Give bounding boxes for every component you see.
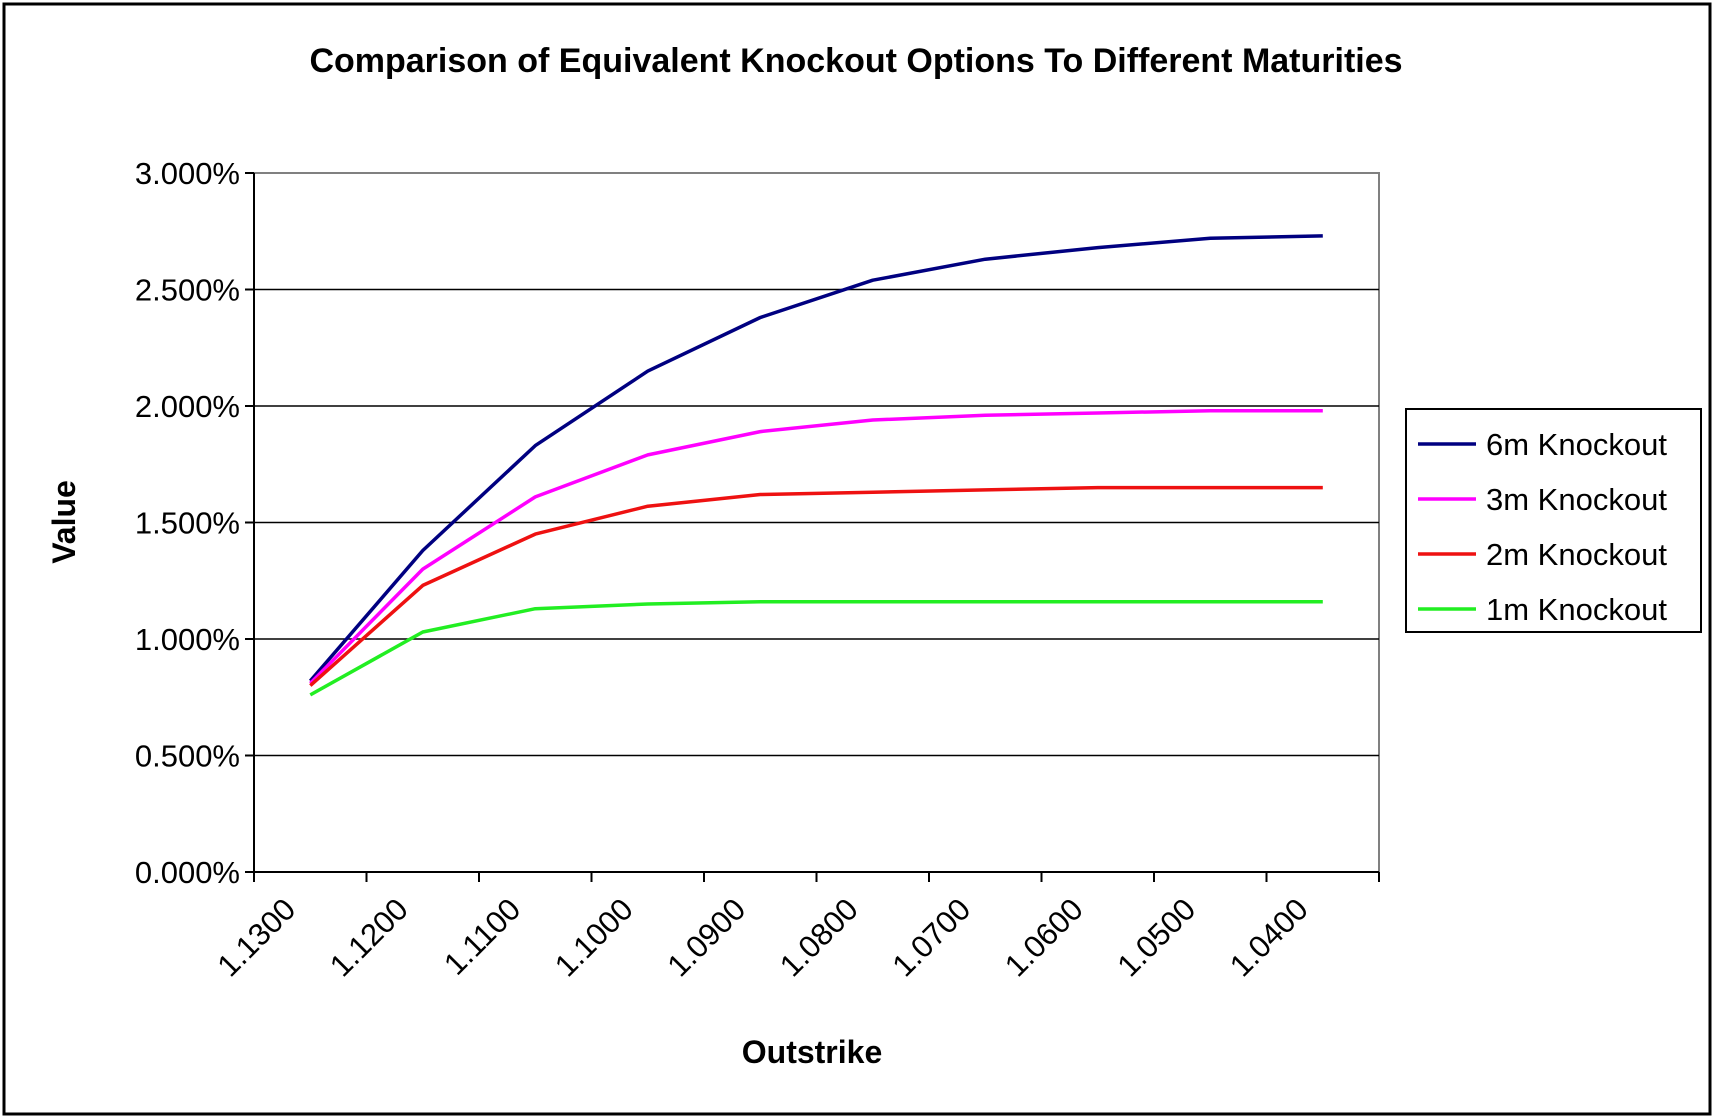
y-tick-label: 1.000% bbox=[135, 622, 240, 657]
grid-lines bbox=[254, 288, 1379, 757]
y-tick-label: 3.000% bbox=[135, 156, 240, 191]
y-tick-label: 2.500% bbox=[135, 273, 240, 308]
series-line-4 bbox=[309, 599, 1323, 697]
legend-label: 2m Knockout bbox=[1486, 537, 1667, 572]
legend-label: 1m Knockout bbox=[1486, 592, 1667, 627]
chart-title: Comparison of Equivalent Knockout Option… bbox=[309, 42, 1402, 80]
series-line-2 bbox=[309, 408, 1323, 685]
y-tick-label: 2.000% bbox=[135, 389, 240, 424]
legend: 6m Knockout 3m Knockout 2m Knockout 1m Knoc… bbox=[1405, 408, 1702, 633]
y-tick-label: 0.500% bbox=[135, 739, 240, 774]
y-tick-label: 1.500% bbox=[135, 506, 240, 541]
legend-label: 3m Knockout bbox=[1486, 482, 1667, 517]
y-axis-label: Value bbox=[46, 480, 82, 564]
y-tick-label: 0.000% bbox=[135, 855, 240, 890]
legend-label: 6m Knockout bbox=[1486, 427, 1667, 462]
x-axis-label: Outstrike bbox=[742, 1034, 882, 1070]
series-lines bbox=[308, 234, 1323, 697]
series-line-3 bbox=[309, 485, 1323, 687]
legend-box bbox=[1405, 408, 1702, 633]
series-line-1 bbox=[308, 234, 1323, 683]
